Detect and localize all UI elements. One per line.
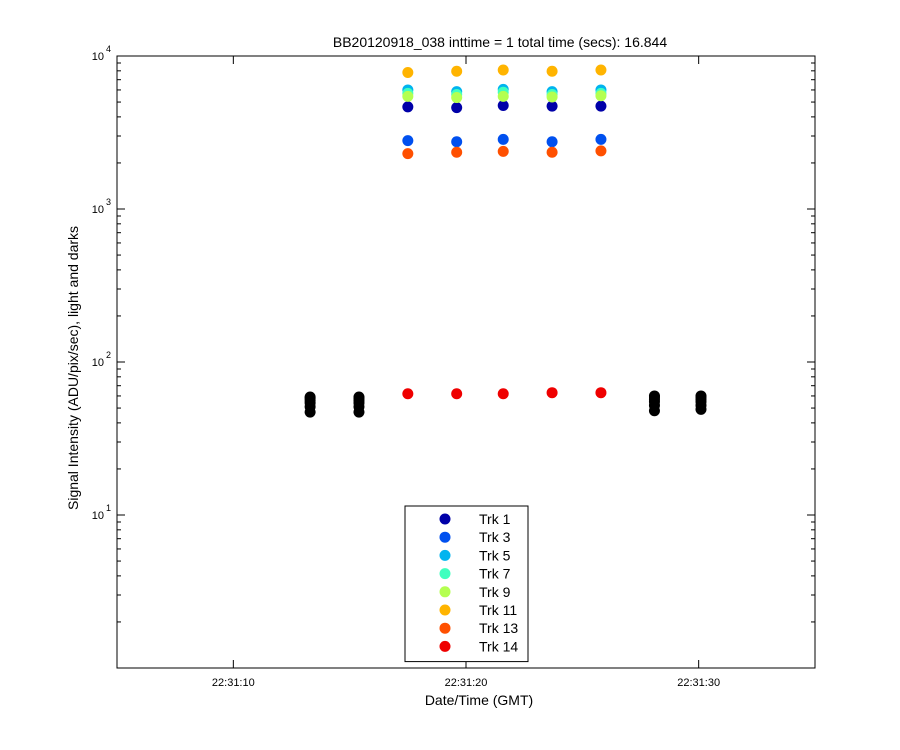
data-point <box>595 387 607 399</box>
data-point <box>451 146 463 158</box>
y-axis-label: Signal Intensity (ADU/pix/sec), light an… <box>65 226 81 510</box>
data-point <box>595 100 607 112</box>
y-tick-label: 10 <box>92 357 104 369</box>
data-point <box>497 388 509 400</box>
data-point <box>546 91 558 103</box>
data-point <box>402 135 414 147</box>
legend: Trk 1 Trk 3 Trk 5 Trk 7 Trk 9 Trk 11 Trk 13 Trk… <box>404 505 529 663</box>
legend-marker <box>439 568 451 580</box>
data-point <box>497 145 509 157</box>
x-axis-label: Date/Time (GMT) <box>425 692 533 708</box>
data-point <box>595 90 607 102</box>
data-point <box>451 136 463 148</box>
legend-marker <box>439 604 451 616</box>
x-axis-ticks: 22:31:10 22:31:20 22:31:30 <box>212 56 720 689</box>
dark-point <box>353 391 365 403</box>
data-point <box>402 388 414 400</box>
legend-marker <box>439 640 451 652</box>
y-tick-exponent: 4 <box>106 44 111 54</box>
x-tick-label: 22:31:10 <box>212 677 255 689</box>
data-point <box>546 146 558 158</box>
data-point <box>451 65 463 77</box>
data-point <box>402 101 414 113</box>
data-point <box>595 64 607 76</box>
y-tick-exponent: 3 <box>106 197 111 207</box>
data-point <box>595 145 607 157</box>
dark-point <box>695 390 707 402</box>
data-point <box>451 388 463 400</box>
data-point <box>546 100 558 112</box>
legend-marker <box>439 531 451 543</box>
y-tick-exponent: 1 <box>106 503 111 513</box>
legend-marker <box>439 622 451 634</box>
dark-point <box>648 390 660 402</box>
data-point <box>546 136 558 148</box>
legend-box <box>404 505 529 663</box>
x-tick-label: 22:31:20 <box>445 677 488 689</box>
legend-label: Trk 9 <box>479 584 511 600</box>
data-point <box>497 99 509 111</box>
y-tick-label: 10 <box>92 51 104 63</box>
legend-label: Trk 11 <box>479 602 517 618</box>
legend-label: Trk 3 <box>479 529 511 545</box>
legend-label: Trk 13 <box>479 620 518 636</box>
data-point <box>546 387 558 399</box>
data-point <box>451 92 463 104</box>
y-tick-exponent: 2 <box>106 350 111 360</box>
data-point <box>595 133 607 145</box>
y-tick-label: 10 <box>92 204 104 216</box>
data-points <box>304 64 707 418</box>
legend-marker <box>439 549 451 561</box>
dark-point <box>304 391 316 403</box>
data-point <box>497 64 509 76</box>
legend-label: Trk 14 <box>479 638 518 654</box>
legend-label: Trk 7 <box>479 566 511 582</box>
y-tick-label: 10 <box>92 510 104 522</box>
x-tick-label: 22:31:30 <box>677 677 720 689</box>
legend-label: Trk 5 <box>479 547 511 563</box>
data-point <box>546 65 558 77</box>
data-point <box>402 90 414 102</box>
data-point <box>451 102 463 114</box>
legend-marker <box>439 513 451 525</box>
data-point <box>497 133 509 145</box>
data-point <box>497 90 509 102</box>
data-point <box>402 148 414 160</box>
legend-marker <box>439 586 451 598</box>
legend-label: Trk 1 <box>479 511 511 527</box>
chart-title: BB20120918_038 inttime = 1 total time (s… <box>333 34 667 50</box>
data-point <box>402 67 414 79</box>
